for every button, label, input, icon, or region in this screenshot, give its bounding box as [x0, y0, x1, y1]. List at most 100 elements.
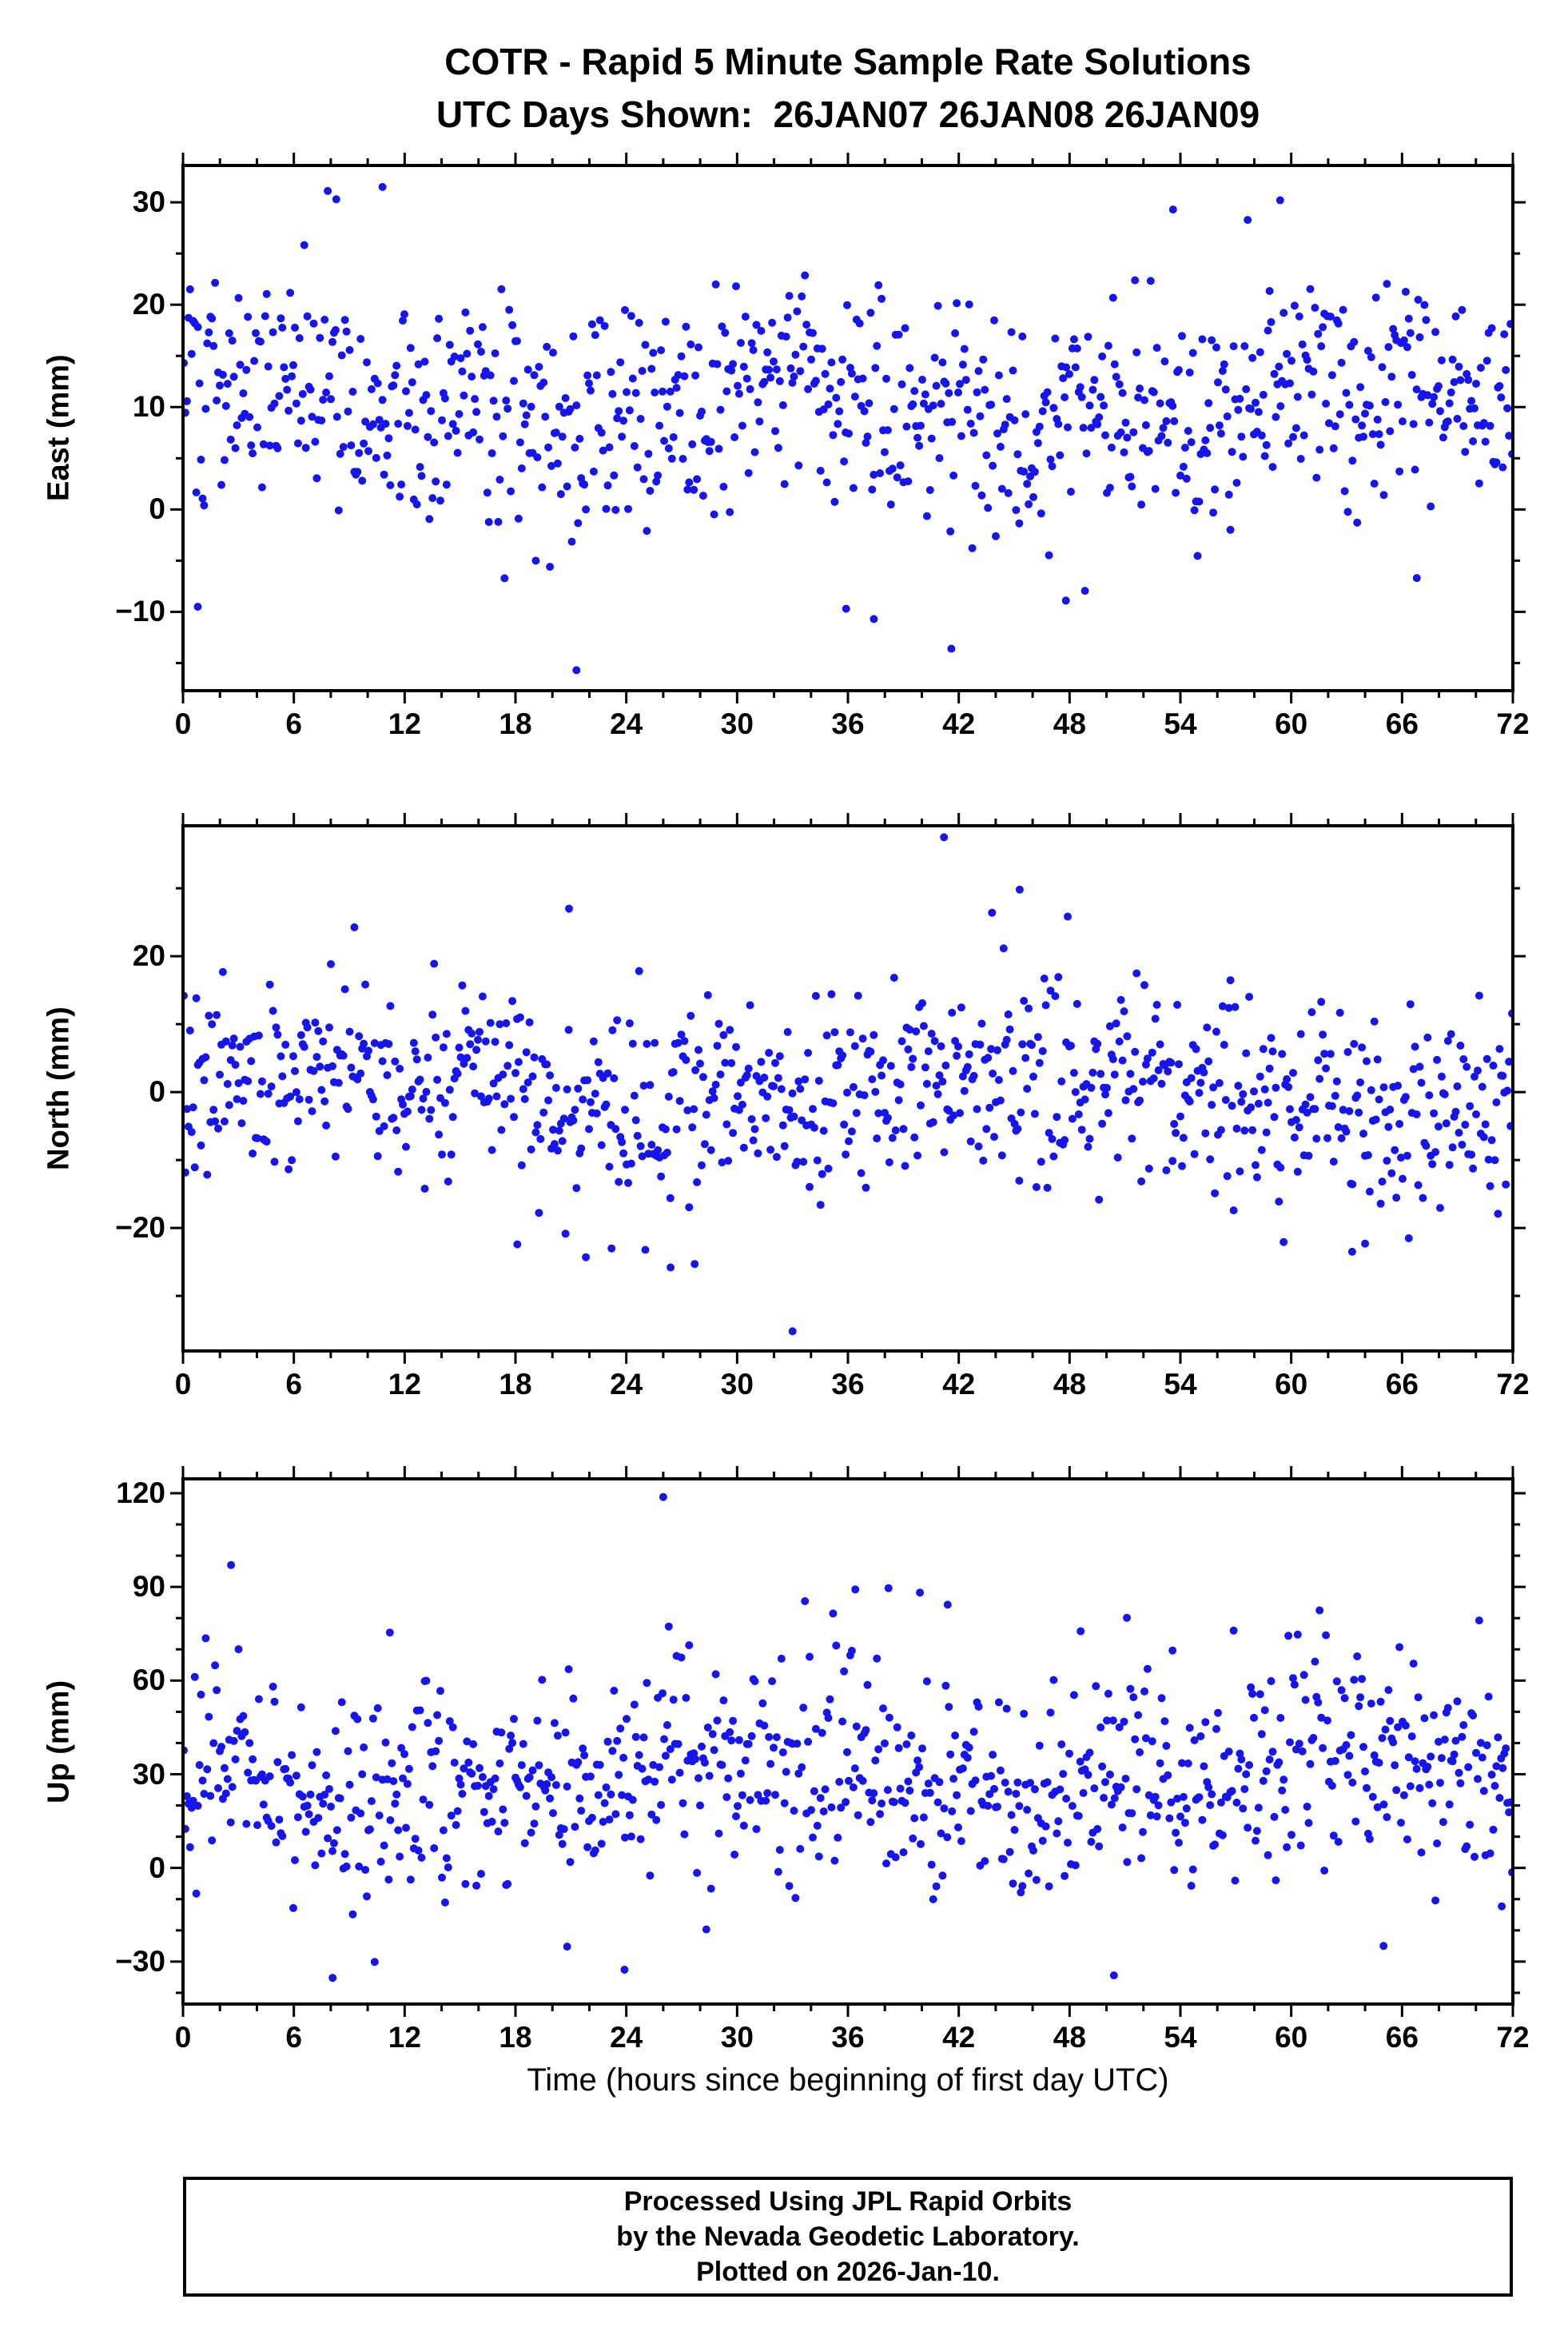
- x-tick-label: 66: [1385, 707, 1419, 740]
- data-point: [1196, 1732, 1205, 1740]
- data-point: [698, 1161, 706, 1170]
- data-point: [460, 1764, 468, 1773]
- data-point: [187, 1803, 196, 1812]
- data-point: [811, 1724, 820, 1733]
- data-point: [327, 960, 335, 969]
- data-point: [1209, 508, 1218, 517]
- data-point: [777, 1654, 786, 1663]
- data-point: [416, 463, 424, 472]
- data-point: [1084, 1142, 1092, 1151]
- data-point: [514, 514, 523, 523]
- data-point: [372, 1773, 380, 1782]
- data-point: [340, 1850, 349, 1859]
- data-point: [783, 313, 792, 322]
- data-point: [1481, 1120, 1490, 1129]
- data-point: [440, 1898, 449, 1907]
- data-point: [327, 1803, 335, 1811]
- data-point: [539, 1108, 548, 1117]
- data-point: [211, 1117, 220, 1126]
- data-point: [774, 1867, 782, 1876]
- data-point: [685, 1203, 694, 1212]
- data-point: [234, 1645, 243, 1654]
- data-point: [1407, 371, 1416, 379]
- data-point: [1286, 1738, 1294, 1747]
- data-point: [1084, 1771, 1092, 1779]
- data-point: [328, 337, 336, 346]
- data-point: [1464, 1763, 1473, 1771]
- data-point: [440, 1098, 449, 1107]
- data-point: [1146, 1811, 1155, 1819]
- data-point: [1409, 1660, 1418, 1668]
- data-point: [1397, 1154, 1405, 1162]
- data-point: [203, 339, 212, 348]
- data-point: [344, 1747, 352, 1755]
- data-point: [1254, 408, 1263, 416]
- data-point: [1420, 301, 1429, 309]
- data-point: [197, 1141, 205, 1150]
- data-point: [317, 1086, 326, 1094]
- data-point: [850, 1764, 859, 1773]
- data-point: [461, 308, 470, 317]
- data-point: [1293, 1167, 1302, 1176]
- data-point: [893, 1723, 901, 1731]
- data-point: [1267, 317, 1275, 326]
- data-point: [517, 1761, 526, 1770]
- data-point: [630, 1091, 639, 1100]
- data-point: [1494, 1209, 1502, 1218]
- data-point: [1304, 1819, 1313, 1827]
- data-point: [508, 997, 517, 1006]
- data-point: [685, 478, 694, 487]
- data-point: [1494, 1733, 1502, 1742]
- data-point: [239, 1711, 248, 1720]
- data-point: [1021, 410, 1030, 419]
- data-point: [647, 1141, 656, 1149]
- data-point: [949, 471, 958, 480]
- data-point: [924, 1779, 933, 1788]
- data-point: [829, 1099, 838, 1108]
- data-point: [613, 1016, 622, 1025]
- data-point: [772, 1733, 781, 1742]
- data-point: [1173, 1001, 1182, 1009]
- data-point: [360, 439, 368, 448]
- data-point: [1256, 1690, 1264, 1699]
- data-point: [304, 1810, 313, 1819]
- data-point: [1077, 1126, 1086, 1134]
- data-point: [1068, 1802, 1077, 1811]
- data-point: [766, 373, 775, 382]
- y-tick-label: 10: [132, 390, 165, 424]
- data-point: [1303, 1108, 1311, 1117]
- data-point: [226, 435, 235, 444]
- data-point: [1453, 414, 1462, 423]
- data-point: [1215, 421, 1224, 430]
- data-point: [605, 1815, 614, 1824]
- data-point: [1487, 1136, 1496, 1145]
- data-point: [674, 371, 683, 380]
- data-point: [185, 1746, 188, 1755]
- data-point: [531, 556, 540, 565]
- data-point: [1479, 1787, 1488, 1795]
- data-point: [1295, 1739, 1303, 1748]
- data-point: [719, 1696, 728, 1705]
- data-point: [566, 1858, 575, 1867]
- data-point: [1160, 1717, 1169, 1726]
- data-point: [1220, 1041, 1228, 1049]
- data-point: [1204, 1783, 1213, 1791]
- data-point: [1272, 1083, 1280, 1092]
- data-point: [1043, 1778, 1052, 1787]
- data-point: [1371, 293, 1380, 302]
- data-point: [1167, 1058, 1176, 1067]
- data-point: [1498, 463, 1507, 472]
- data-point: [436, 1687, 444, 1695]
- data-point: [1187, 438, 1196, 447]
- data-point: [1319, 323, 1327, 332]
- data-point: [1107, 443, 1116, 452]
- data-point: [439, 1043, 448, 1052]
- data-point: [607, 1244, 616, 1253]
- data-point: [577, 1807, 586, 1815]
- plot-frame: [181, 164, 1514, 692]
- data-point: [1182, 474, 1191, 483]
- data-point: [555, 402, 563, 411]
- data-point: [750, 1125, 759, 1134]
- data-point: [1397, 1819, 1405, 1827]
- data-point: [193, 603, 202, 611]
